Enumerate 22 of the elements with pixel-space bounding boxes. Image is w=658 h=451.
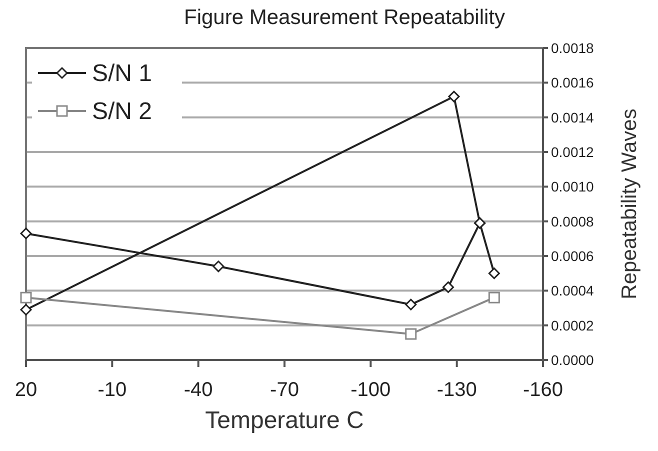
legend-label: S/N 1 — [92, 60, 152, 87]
y-tick-label: 0.0018 — [551, 40, 594, 56]
x-tick-label: -40 — [184, 379, 213, 401]
x-tick-label: -70 — [270, 379, 299, 401]
y-tick-label: 0.0002 — [551, 317, 594, 334]
y-tick-label: 0.0008 — [551, 213, 594, 230]
y-tick-label: 0.0016 — [551, 74, 594, 91]
x-tick-label: -10 — [98, 379, 127, 401]
x-tick-label: 20 — [14, 379, 38, 401]
y-tick-label: 0.0012 — [551, 144, 594, 160]
y-tick-label: 0.0014 — [551, 109, 594, 126]
chart-title: Figure Measurement Repeatability — [184, 6, 506, 29]
x-axis-title: Temperature C — [205, 407, 364, 434]
x-tick-label: -130 — [436, 379, 477, 401]
x-tick-label: -160 — [522, 379, 564, 401]
x-tick-label: -100 — [350, 379, 391, 401]
y-tick-label: 0.0004 — [551, 282, 594, 299]
y-tick-label: 0.0006 — [551, 248, 594, 264]
y-tick-label: 0.0010 — [551, 178, 594, 195]
legend-label: S/N 2 — [92, 98, 152, 125]
y-tick-label: 0.0000 — [551, 352, 594, 368]
y-axis-title: Repeatability Waves — [618, 108, 641, 300]
